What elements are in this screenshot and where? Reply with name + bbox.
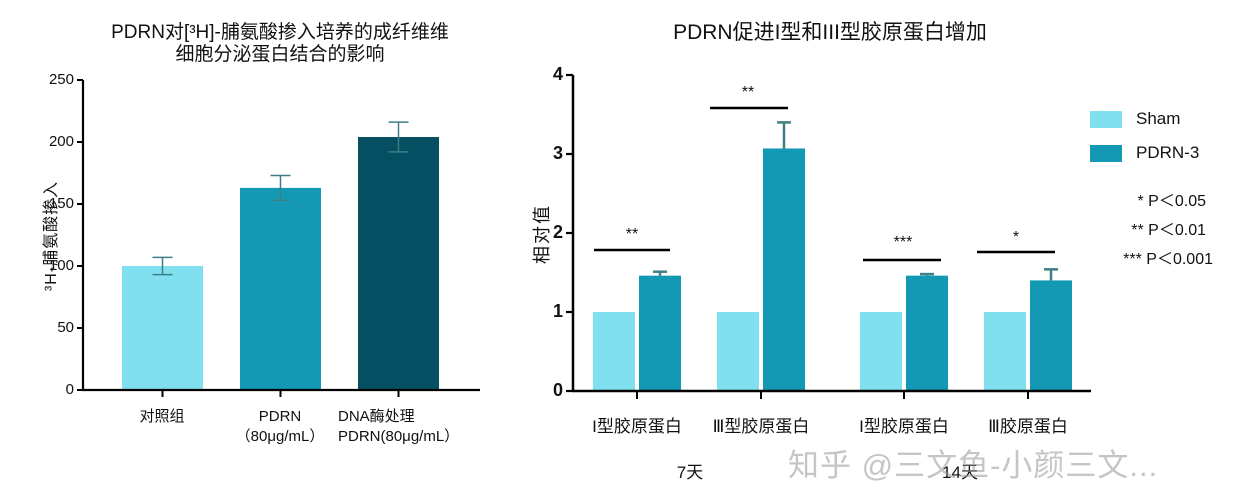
- bar-pdrn3: [639, 275, 681, 391]
- x-label-line: （80μg/mL）: [235, 428, 325, 445]
- x-label-line: DNA酶处理: [338, 408, 415, 425]
- p-value-note-2: ** P＜0.01: [1131, 222, 1206, 239]
- left-x-label-dnase-pdrn: DNA酶处理 PDRN(80μg/mL）: [338, 407, 468, 447]
- right-x-label-type1-7d: I型胶原蛋白: [592, 417, 682, 436]
- y-tick-label: 250: [48, 71, 74, 88]
- y-tick-label: 200: [48, 133, 74, 150]
- group-label-14d: 14天: [942, 463, 978, 482]
- x-label-line: PDRN: [258, 408, 302, 425]
- bar: [358, 137, 439, 390]
- left-chart-title: PDRN对[³H]-脯氨酸掺入培养的成纤维维 细胞分泌蛋白结合的影响: [70, 22, 490, 66]
- y-tick-label: 4: [552, 64, 563, 84]
- bar-sham: [984, 312, 1026, 391]
- right-chart-title: PDRN促进I型和III型胶原蛋白增加: [673, 21, 987, 44]
- y-tick-label: 100: [48, 257, 74, 274]
- y-tick-label: 50: [57, 319, 74, 336]
- bar-sham: [860, 312, 902, 391]
- y-tick-label: 3: [552, 143, 563, 163]
- significance-marker: **: [625, 226, 639, 243]
- y-tick-label: 150: [48, 195, 74, 212]
- bar-pdrn3: [763, 148, 805, 391]
- legend-swatch-pdrn3: [1090, 144, 1122, 162]
- legend: Sham PDRN-3: [1090, 107, 1199, 165]
- legend-item-pdrn3: PDRN-3: [1090, 141, 1199, 165]
- left-x-label-pdrn: PDRN （80μg/mL）: [220, 407, 340, 447]
- y-tick-label: 0: [552, 380, 563, 400]
- bar: [122, 266, 203, 390]
- legend-item-sham: Sham: [1090, 107, 1199, 131]
- x-label-line: PDRN(80μg/mL）: [338, 428, 460, 445]
- right-y-axis-label: 相对值: [532, 204, 552, 264]
- legend-swatch-sham: [1090, 110, 1122, 128]
- watermark-text: 知乎 @三文鱼-小颜三文...: [788, 448, 1159, 483]
- left-title-line2: 细胞分泌蛋白结合的影响: [175, 44, 385, 65]
- significance-marker: **: [741, 84, 755, 101]
- bar-sham: [717, 312, 759, 391]
- right-x-label-type3-7d: Ⅲ型胶原蛋白: [712, 417, 810, 436]
- y-tick-label: 1: [552, 301, 563, 321]
- left-x-label-control: 对照组: [102, 407, 222, 427]
- x-label-line: 对照组: [139, 408, 185, 425]
- significance-marker: ***: [893, 234, 913, 251]
- right-x-label-type3-14d: Ⅲ胶原蛋白: [988, 417, 1068, 436]
- bar-pdrn3: [1030, 280, 1072, 391]
- significance-marker: *: [1012, 229, 1020, 246]
- y-tick-label: 0: [65, 381, 74, 398]
- group-label-7d: 7天: [676, 463, 704, 482]
- bar: [240, 187, 321, 390]
- p-value-note-3: *** P＜0.001: [1123, 251, 1213, 268]
- right-x-label-type1-14d: I型胶原蛋白: [859, 417, 949, 436]
- bar-sham: [593, 312, 635, 391]
- bar-pdrn3: [906, 275, 948, 391]
- legend-label: Sham: [1136, 109, 1181, 128]
- left-title-line1: PDRN对[³H]-脯氨酸掺入培养的成纤维维: [111, 22, 449, 43]
- legend-label: PDRN-3: [1136, 143, 1200, 162]
- p-value-note-1: * P＜0.05: [1137, 193, 1207, 210]
- y-tick-label: 2: [552, 222, 563, 242]
- left-y-axis-label: ³H-脯氨酸掺入: [43, 180, 60, 292]
